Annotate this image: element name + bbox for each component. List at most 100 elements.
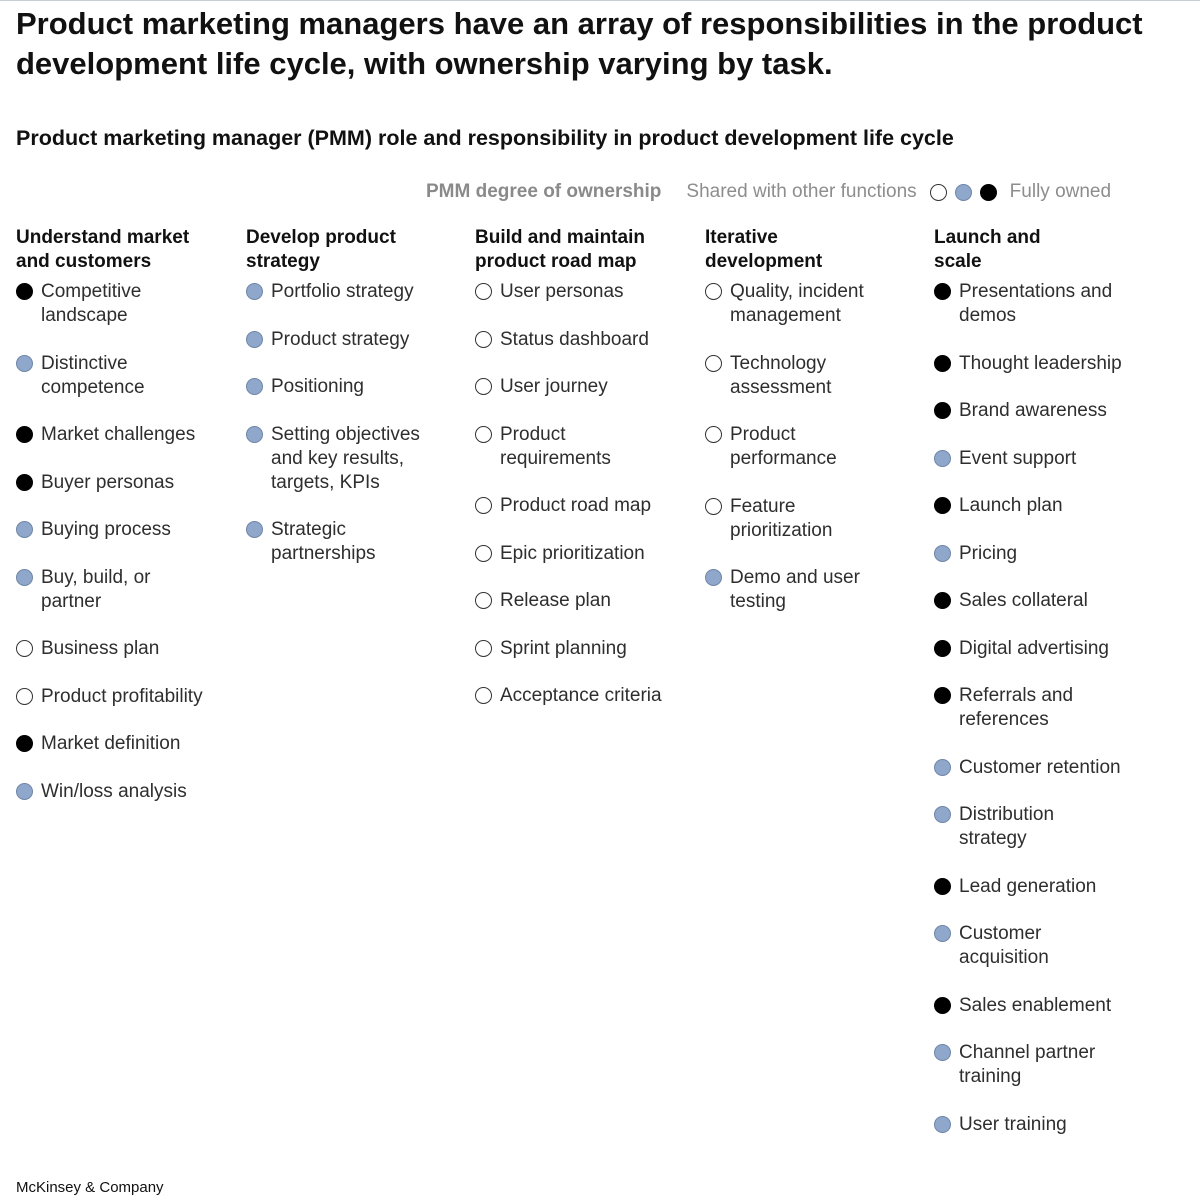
stage-column-launch-and-scale: Launch and scale Presentations and demos T…	[934, 226, 1156, 1160]
responsibility-label: Status dashboard	[500, 328, 649, 350]
stage-heading: Develop product strategy	[246, 227, 396, 272]
responsibility-item: Product profitability	[16, 685, 238, 709]
responsibility-list: Competitive landscape Distinctive compete…	[16, 280, 238, 804]
responsibility-item: Brand awareness	[934, 399, 1156, 423]
legend-title: PMM degree of ownership	[426, 181, 662, 202]
responsibility-item: Quality, incident management	[705, 280, 927, 328]
responsibility-label: Referrals and references	[959, 685, 1074, 730]
responsibility-label: Distinctive competence	[41, 352, 145, 398]
responsibility-item: Launch plan	[934, 494, 1156, 518]
ownership-legend: PMM degree of ownership Shared with othe…	[426, 178, 1111, 206]
ownership-full-icon	[934, 687, 951, 704]
ownership-none-icon	[475, 425, 492, 443]
footer-source: McKinsey & Company	[16, 1179, 164, 1196]
responsibility-item: Customer retention	[934, 756, 1156, 780]
ownership-partial-icon	[705, 569, 722, 586]
ownership-none-icon	[475, 330, 492, 348]
top-rule	[0, 0, 1200, 1]
ownership-partial-icon	[934, 806, 951, 823]
legend-shared-label: Shared with other functions	[686, 181, 917, 202]
responsibility-label: Epic prioritization	[500, 542, 645, 564]
stage-heading: Understand market and customers	[16, 227, 190, 272]
responsibility-label: Sales collateral	[959, 590, 1088, 611]
responsibility-label: Event support	[959, 447, 1077, 469]
ownership-partial-icon	[246, 425, 263, 443]
responsibility-item: Customer acquisition	[934, 922, 1156, 970]
responsibility-label: Positioning	[271, 376, 364, 397]
responsibility-item: Product requirements	[475, 423, 697, 471]
ownership-full-icon	[934, 592, 951, 609]
responsibility-list: Presentations and demos Thought leadershi…	[934, 280, 1156, 1137]
ownership-full-icon	[934, 354, 951, 372]
stage-column-develop-product-strategy: Develop product strategy Portfolio strate…	[246, 226, 468, 590]
responsibility-item: Lead generation	[934, 875, 1156, 899]
responsibility-label: Digital advertising	[959, 637, 1109, 659]
responsibility-item: Demo and user testing	[705, 566, 927, 614]
responsibility-label: Setting objectives and key results, targ…	[271, 423, 420, 493]
responsibility-item: Buyer personas	[16, 471, 238, 495]
ownership-none-icon	[475, 639, 492, 657]
responsibility-label: Feature prioritization	[730, 495, 833, 541]
responsibility-item: Technology assessment	[705, 352, 927, 400]
responsibility-item: Buy, build, or partner	[16, 566, 238, 614]
responsibility-label: Brand awareness	[959, 400, 1107, 421]
ownership-partial-icon	[246, 378, 263, 395]
ownership-none-icon	[705, 497, 722, 515]
responsibility-label: Market challenges	[41, 424, 196, 445]
ownership-full-icon	[934, 877, 951, 895]
legend-fully-owned-label: Fully owned	[1009, 181, 1112, 202]
responsibility-item: User training	[934, 1113, 1156, 1137]
stage-heading: Iterative development	[705, 227, 823, 272]
ownership-none-icon	[475, 544, 492, 562]
ownership-partial-icon	[934, 1115, 951, 1133]
responsibility-label: Win/loss analysis	[41, 780, 187, 802]
responsibility-label: User journey	[500, 376, 608, 397]
responsibility-item: Pricing	[934, 542, 1156, 566]
ownership-none-icon	[475, 687, 492, 704]
responsibility-item: Release plan	[475, 589, 697, 613]
responsibility-label: Launch plan	[959, 495, 1063, 516]
responsibility-item: Sales collateral	[934, 589, 1156, 613]
ownership-partial-icon	[934, 1044, 951, 1061]
responsibility-label: Product profitability	[41, 685, 203, 707]
ownership-none-icon	[16, 640, 33, 657]
responsibility-list: Quality, incident management Technology a…	[705, 280, 927, 614]
responsibility-label: Product requirements	[500, 423, 611, 469]
ownership-partial-icon	[16, 782, 33, 800]
responsibility-label: Acceptance criteria	[500, 685, 662, 706]
stage-heading: Build and maintain product road map	[475, 227, 645, 272]
responsibility-item: Market challenges	[16, 423, 238, 447]
legend-full-icon	[979, 183, 997, 201]
responsibility-label: Sales enablement	[959, 994, 1112, 1016]
ownership-partial-icon	[246, 521, 263, 538]
responsibility-label: Product road map	[500, 495, 652, 516]
responsibility-label: Presentations and demos	[959, 281, 1113, 326]
responsibility-label: Market definition	[41, 733, 181, 754]
responsibility-item: Sales enablement	[934, 994, 1156, 1018]
responsibility-label: User personas	[500, 281, 624, 302]
responsibility-item: Buying process	[16, 518, 238, 542]
responsibility-item: Portfolio strategy	[246, 280, 468, 304]
ownership-none-icon	[475, 378, 492, 395]
ownership-full-icon	[934, 639, 951, 657]
responsibility-item: Presentations and demos	[934, 280, 1156, 328]
responsibility-label: Demo and user testing	[730, 567, 860, 612]
responsibility-item: Product performance	[705, 423, 927, 471]
responsibility-item: Positioning	[246, 375, 468, 399]
responsibility-item: Referrals and references	[934, 684, 1156, 732]
responsibility-label: Release plan	[500, 590, 611, 611]
ownership-partial-icon	[16, 568, 33, 586]
responsibility-item: Distinctive competence	[16, 352, 238, 400]
responsibility-item: Product road map	[475, 494, 697, 518]
responsibility-item: Market definition	[16, 732, 238, 756]
responsibility-label: Customer acquisition	[959, 923, 1049, 968]
responsibility-label: Product strategy	[271, 328, 410, 350]
responsibility-label: Buyer personas	[41, 471, 175, 493]
responsibility-label: Sprint planning	[500, 637, 627, 659]
ownership-full-icon	[934, 402, 951, 419]
stage-column-iterative-development: Iterative development Quality, incident m…	[705, 226, 927, 638]
responsibility-item: Product strategy	[246, 328, 468, 352]
responsibility-item: Thought leadership	[934, 352, 1156, 376]
ownership-partial-icon	[16, 521, 33, 538]
responsibility-item: Competitive landscape	[16, 280, 238, 328]
